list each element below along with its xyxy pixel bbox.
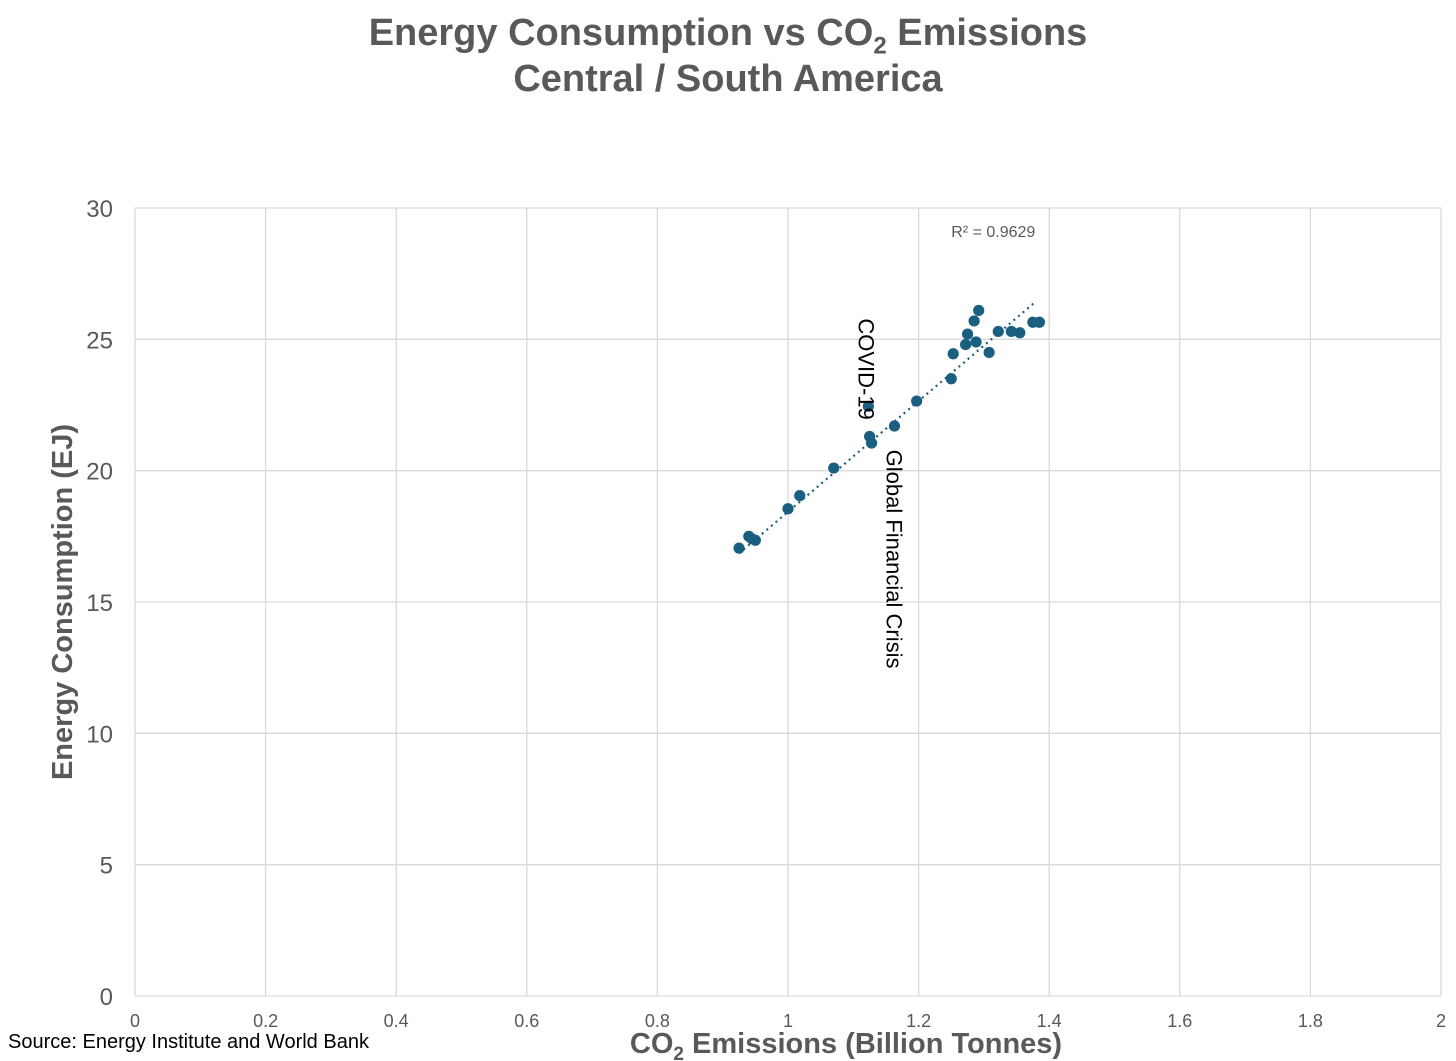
x-tick-label: 1.8 (1298, 1011, 1323, 1031)
x-tick-label: 1.2 (906, 1011, 931, 1031)
data-point (970, 336, 982, 348)
y-axis-label: Energy Consumption (EJ) (47, 424, 79, 780)
x-tick-label: 0 (130, 1011, 140, 1031)
data-point (1033, 316, 1046, 328)
data-point (1014, 327, 1026, 339)
x-tick-label: 0.2 (253, 1011, 278, 1031)
x-tick-label: 1 (783, 1011, 793, 1031)
data-point (973, 304, 985, 317)
data-point (749, 534, 761, 546)
x-label-subscript: 2 (673, 1044, 684, 1061)
data-points (733, 304, 1046, 554)
data-point (960, 338, 972, 351)
x-label-prefix: CO (630, 1028, 674, 1060)
title-prefix: Energy Consumption vs CO (368, 12, 874, 54)
x-tick-label: 1.4 (1037, 1011, 1062, 1031)
data-point (794, 490, 806, 502)
y-tick-label: 15 (86, 590, 113, 617)
x-tick-label: 2 (1436, 1011, 1446, 1031)
x-tick-label: 0.8 (645, 1011, 670, 1031)
data-point (947, 348, 959, 360)
grid-lines (134, 207, 1442, 997)
y-tick-label: 20 (86, 459, 113, 486)
chart-title-line2: Central / South America (513, 58, 943, 100)
trendline (738, 300, 1037, 555)
x-axis-label: CO2 Emissions (Billion Tonnes) (630, 1028, 1062, 1061)
y-tick-labels: 0 5 10 15 20 25 30 (86, 196, 113, 1011)
data-point (911, 395, 923, 407)
chart-title-line1: Energy Consumption vs CO2 Emissions (0, 10, 1456, 70)
data-point (945, 373, 957, 385)
r-squared-label: R² = 0.9629 (951, 224, 1035, 241)
x-label-suffix: Emissions (Billion Tonnes) (684, 1028, 1062, 1060)
data-point (1005, 325, 1017, 338)
source-note: Source: Energy Institute and World Bank (8, 1031, 369, 1053)
data-point (862, 400, 874, 412)
data-point (961, 328, 974, 340)
data-point (828, 462, 840, 474)
annotation-financial-crisis: Global Financial Crisis (881, 450, 906, 669)
data-point (888, 420, 901, 432)
data-point (865, 437, 878, 449)
data-point (968, 315, 980, 327)
y-tick-label: 30 (86, 196, 113, 223)
title-suffix: Emissions (886, 12, 1088, 54)
y-tick-label: 0 (100, 984, 113, 1011)
data-point (983, 346, 995, 359)
x-tick-label: 0.6 (514, 1011, 539, 1031)
x-tick-labels: 0 0.2 0.4 0.6 0.8 1 1.2 1.4 1.6 1.8 2 (130, 1011, 1446, 1031)
y-tick-label: 5 (100, 853, 113, 880)
y-tick-label: 10 (86, 721, 113, 748)
data-point (992, 325, 1004, 338)
x-tick-label: 0.4 (384, 1011, 409, 1031)
title-subscript: 2 (873, 32, 887, 60)
y-tick-label: 25 (86, 327, 113, 354)
annotation-covid: COVID-19 (853, 318, 878, 419)
x-tick-label: 1.6 (1167, 1011, 1192, 1031)
data-point (782, 503, 794, 515)
data-point (733, 542, 745, 554)
